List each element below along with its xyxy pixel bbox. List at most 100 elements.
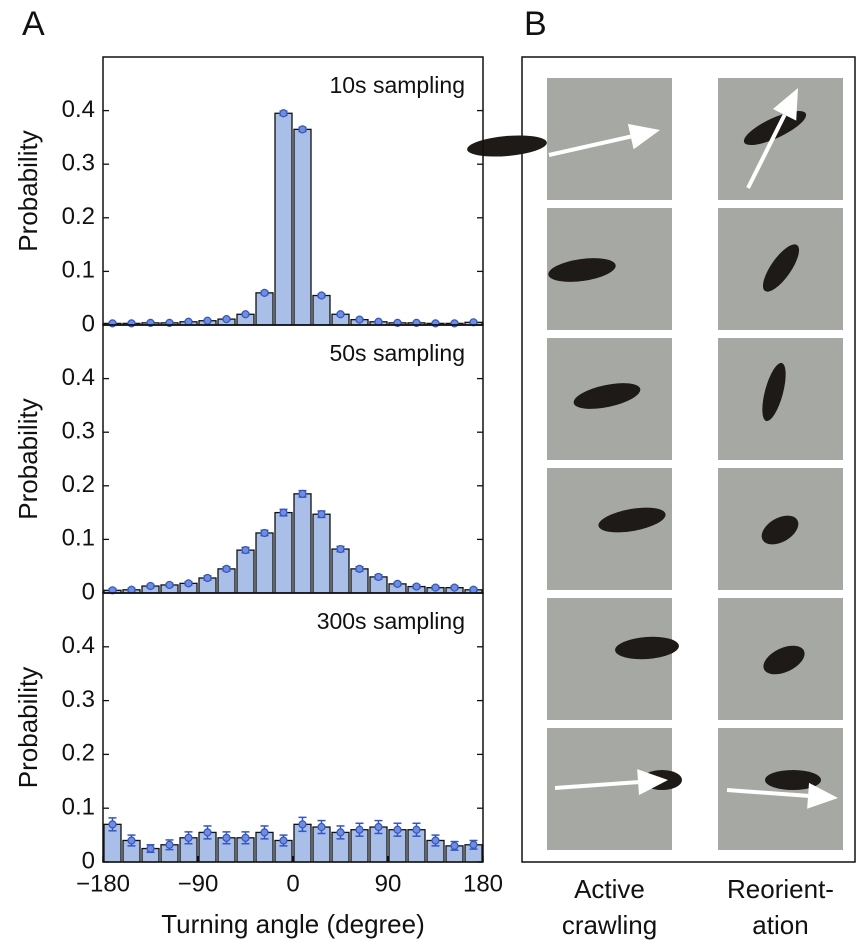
marker bbox=[165, 840, 174, 849]
marker bbox=[203, 828, 212, 837]
panel-b-images bbox=[467, 78, 843, 850]
marker bbox=[127, 319, 136, 328]
marker bbox=[317, 510, 326, 519]
marker bbox=[127, 585, 136, 594]
annotation: 10s sampling bbox=[329, 72, 465, 98]
y-tick-label: 0.1 bbox=[62, 525, 95, 552]
marker bbox=[165, 580, 174, 590]
arrow-head bbox=[637, 769, 668, 796]
column-label: crawling bbox=[562, 910, 657, 940]
marker bbox=[336, 828, 345, 837]
y-tick-label: 0 bbox=[82, 847, 95, 874]
larva bbox=[761, 515, 799, 545]
marker bbox=[355, 825, 364, 834]
arrow-shaft bbox=[554, 780, 639, 790]
marker bbox=[298, 489, 307, 498]
bar bbox=[293, 128, 312, 326]
marker bbox=[184, 579, 193, 588]
photo bbox=[547, 78, 672, 200]
marker bbox=[336, 544, 345, 554]
panel-b-frame bbox=[521, 56, 856, 863]
y-tick-label: 0.3 bbox=[62, 418, 95, 445]
bar bbox=[274, 511, 293, 594]
marker bbox=[431, 836, 440, 845]
y-tick-label: 0.2 bbox=[62, 203, 95, 230]
marker bbox=[108, 319, 117, 328]
y-tick-label: 0.3 bbox=[62, 686, 95, 713]
marker bbox=[317, 822, 326, 832]
marker bbox=[222, 564, 231, 573]
marker bbox=[260, 528, 269, 538]
annotation: 300s sampling bbox=[317, 608, 465, 634]
photo bbox=[547, 598, 672, 720]
y-tick-label: 0.2 bbox=[62, 740, 95, 767]
marker bbox=[260, 288, 269, 297]
marker bbox=[431, 319, 440, 328]
marker bbox=[393, 825, 402, 834]
arrow-head bbox=[772, 88, 798, 121]
panel-label: A bbox=[22, 5, 45, 43]
marker bbox=[336, 310, 345, 319]
arrow-shaft bbox=[726, 788, 809, 798]
marker bbox=[279, 109, 288, 118]
larva bbox=[467, 135, 547, 157]
marker bbox=[374, 572, 383, 582]
annotation: 50s sampling bbox=[329, 340, 465, 366]
marker bbox=[450, 841, 459, 850]
marker bbox=[298, 125, 307, 134]
bar bbox=[255, 292, 274, 326]
larva bbox=[598, 507, 666, 533]
column-label: Reorient- bbox=[727, 874, 834, 904]
x-axis-title: Turning angle (degree) bbox=[161, 909, 425, 939]
y-tick-label: 0.4 bbox=[62, 632, 95, 659]
larva bbox=[762, 244, 800, 292]
photo bbox=[718, 78, 843, 200]
marker bbox=[241, 833, 250, 842]
panel-label: B bbox=[524, 5, 547, 43]
larva bbox=[765, 770, 821, 790]
marker bbox=[241, 310, 250, 319]
marker bbox=[203, 316, 212, 325]
bar bbox=[236, 549, 255, 594]
larva bbox=[615, 636, 679, 660]
y-axis-title: Probability bbox=[13, 667, 43, 788]
y-tick-label: 0.4 bbox=[62, 364, 95, 391]
marker bbox=[203, 573, 212, 583]
x-tick-label: −180 bbox=[76, 870, 130, 897]
y-tick-label: 0 bbox=[82, 310, 95, 337]
marker bbox=[279, 836, 288, 845]
arrow-head bbox=[627, 123, 660, 150]
x-tick-label: 180 bbox=[463, 870, 503, 897]
y-tick-label: 0.2 bbox=[62, 471, 95, 498]
marker bbox=[450, 319, 459, 328]
marker bbox=[108, 586, 117, 595]
marker bbox=[146, 844, 155, 853]
marker bbox=[260, 828, 269, 837]
marker bbox=[374, 317, 383, 326]
y-tick-label: 0.1 bbox=[62, 257, 95, 284]
larva bbox=[743, 111, 807, 145]
marker bbox=[412, 582, 421, 591]
marker bbox=[108, 820, 117, 829]
larva bbox=[548, 258, 616, 282]
marker bbox=[184, 833, 193, 842]
bar bbox=[312, 294, 331, 326]
arrow-shaft bbox=[548, 134, 632, 157]
column-label: Active bbox=[574, 874, 645, 904]
y-tick-label: 0.1 bbox=[62, 794, 95, 821]
bar bbox=[331, 548, 350, 594]
column-label: ation bbox=[752, 910, 808, 940]
larva bbox=[763, 645, 805, 675]
bar bbox=[255, 532, 274, 594]
marker bbox=[469, 585, 478, 594]
marker bbox=[279, 508, 288, 517]
marker bbox=[355, 564, 364, 573]
larva bbox=[573, 383, 641, 409]
marker bbox=[317, 291, 326, 300]
bar bbox=[274, 112, 293, 326]
marker bbox=[222, 315, 231, 324]
marker bbox=[241, 546, 250, 555]
marker bbox=[146, 581, 155, 591]
marker bbox=[374, 822, 383, 832]
